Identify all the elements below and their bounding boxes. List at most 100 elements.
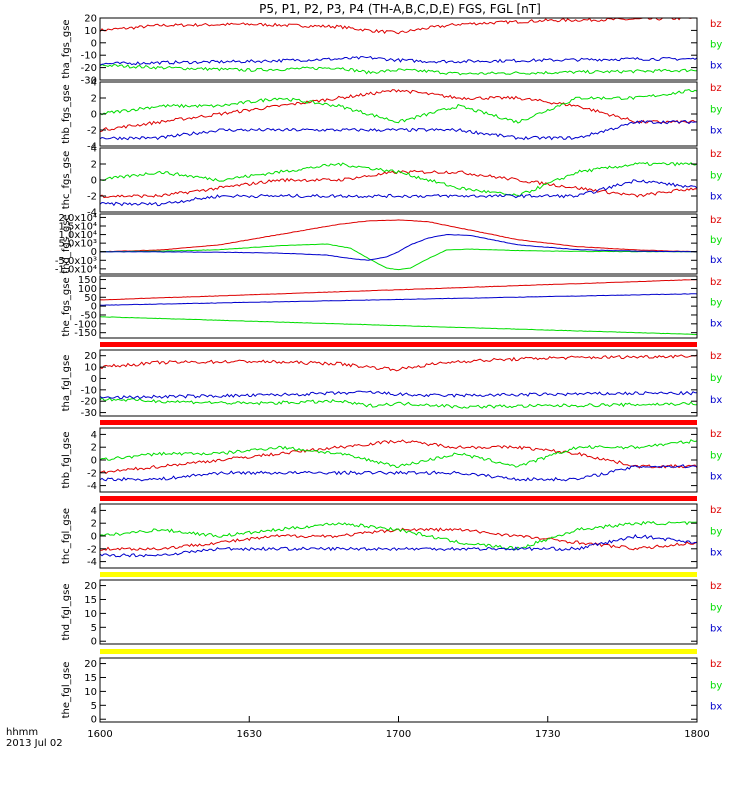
ytick-label: 20 bbox=[84, 14, 97, 25]
legend-bx: bx bbox=[710, 395, 722, 406]
series-bx-line bbox=[100, 233, 697, 261]
ytick-label: 0 bbox=[91, 715, 97, 726]
ytick-label: 0 bbox=[91, 532, 97, 543]
ytick-label: -150 bbox=[74, 328, 97, 339]
ytick-label: 10 bbox=[84, 26, 97, 37]
series-bz-line bbox=[100, 279, 697, 301]
panel-thb_fgl_gse: 4 2 0-2 -4 thb_fgl_gse bz by bx bbox=[61, 427, 722, 501]
x-axis-unit-label: hhmm bbox=[6, 727, 38, 738]
ytick-label: -1.0x10⁴ bbox=[55, 264, 97, 275]
ytick-label: 5.0x10³ bbox=[58, 239, 97, 250]
ytick-label: -10 bbox=[81, 51, 97, 62]
panel-frame bbox=[99, 147, 698, 213]
panel-frame bbox=[99, 503, 698, 569]
ytick-label: 50 bbox=[84, 293, 97, 304]
ytick-label: 15 bbox=[84, 595, 97, 606]
panel-frame bbox=[99, 213, 698, 275]
ytick-label: 0 bbox=[91, 38, 97, 49]
ytick-label: 2.0x10⁴ bbox=[58, 213, 97, 224]
legend-bz: bz bbox=[710, 659, 722, 670]
panel-thd_fgl_gse: 20 15 10 5 0 thd_fgl_gse bz by bx bbox=[61, 579, 722, 654]
y-axis-label: thb_fgs_gse bbox=[61, 84, 72, 143]
legend-bz: bz bbox=[710, 351, 722, 362]
series-bz-line bbox=[100, 219, 697, 253]
ytick-label: 150 bbox=[78, 275, 97, 286]
series-by-line bbox=[100, 316, 697, 336]
legend-by: by bbox=[710, 450, 722, 461]
ytick-label: 1.0x10⁴ bbox=[58, 230, 97, 241]
legend-by: by bbox=[710, 235, 722, 246]
legend-bx: bx bbox=[710, 126, 722, 137]
panel-frame bbox=[99, 275, 698, 339]
ytick-label: -2 bbox=[87, 468, 97, 479]
status-bar bbox=[100, 342, 697, 347]
ytick-label: 5 bbox=[91, 623, 97, 634]
legend-bx: bx bbox=[710, 318, 722, 329]
series-bx-line bbox=[100, 534, 697, 558]
series-bx-line bbox=[100, 179, 697, 207]
legend-bz: bz bbox=[710, 19, 722, 30]
legend-bx: bx bbox=[710, 702, 722, 713]
ytick-label: -2 bbox=[87, 126, 97, 137]
ytick-label: -4 bbox=[87, 208, 97, 219]
series-by-line bbox=[100, 63, 697, 76]
ytick-label: -50 bbox=[81, 310, 97, 321]
series-bx-line bbox=[100, 464, 697, 482]
status-bar bbox=[100, 572, 697, 577]
xtick-label: 1630 bbox=[237, 729, 262, 740]
series-bx-line bbox=[100, 119, 697, 141]
xtick-label: 1700 bbox=[386, 729, 411, 740]
legend-bx: bx bbox=[710, 472, 722, 483]
panel-frame bbox=[99, 427, 698, 493]
ytick-label: 2 bbox=[91, 519, 97, 530]
ytick-label: 0 bbox=[91, 374, 97, 385]
ytick-label: -2 bbox=[87, 544, 97, 555]
legend-bz: bz bbox=[710, 215, 722, 226]
series-by-line bbox=[100, 396, 697, 409]
y-axis-label: thd_fgs_gse bbox=[61, 214, 72, 273]
legend-bx: bx bbox=[710, 192, 722, 203]
ytick-label: 10 bbox=[84, 609, 97, 620]
ytick-label: 4 bbox=[91, 144, 97, 155]
ytick-label: 5 bbox=[91, 701, 97, 712]
legend-bx: bx bbox=[710, 624, 722, 635]
legend-by: by bbox=[710, 680, 722, 691]
series-by-line bbox=[100, 161, 697, 197]
series-by-line bbox=[100, 520, 697, 551]
ytick-label: -30 bbox=[81, 408, 97, 419]
legend-by: by bbox=[710, 298, 722, 309]
series-bz-line bbox=[100, 527, 697, 551]
series-by-line bbox=[100, 243, 697, 271]
series-bz-line bbox=[100, 439, 697, 475]
legend-bz: bz bbox=[710, 149, 722, 160]
xtick-label: 1730 bbox=[535, 729, 560, 740]
ytick-label: -20 bbox=[81, 63, 97, 74]
legend-by: by bbox=[710, 526, 722, 537]
legend-bz: bz bbox=[710, 581, 722, 592]
panel-frame bbox=[99, 349, 698, 417]
series-bx-line bbox=[100, 293, 697, 306]
ytick-label: 2 bbox=[91, 160, 97, 171]
legend-by: by bbox=[710, 40, 722, 51]
ytick-label: -10 bbox=[81, 385, 97, 396]
series-bz-line bbox=[100, 89, 697, 133]
series-bx-line bbox=[100, 390, 697, 400]
ytick-label: 0 bbox=[91, 247, 97, 258]
xtick-label: 1800 bbox=[684, 729, 709, 740]
y-axis-label: tha_fgs_gse bbox=[61, 19, 72, 78]
ytick-label: 20 bbox=[84, 581, 97, 592]
legend-by: by bbox=[710, 602, 722, 613]
ytick-label: 0 bbox=[91, 302, 97, 313]
status-bar bbox=[100, 649, 697, 654]
series-bz-line bbox=[100, 354, 697, 372]
series-bz-line bbox=[100, 18, 696, 35]
ytick-label: 20 bbox=[84, 351, 97, 362]
legend-bx: bx bbox=[710, 548, 722, 559]
panel-thd_fgs_gse: 2.0x10⁴1.5x10⁴1.0x10⁴5.0x10³0-5.0x10³-1.… bbox=[55, 213, 723, 275]
series-by-line bbox=[100, 439, 697, 469]
ytick-label: 4 bbox=[91, 78, 97, 89]
